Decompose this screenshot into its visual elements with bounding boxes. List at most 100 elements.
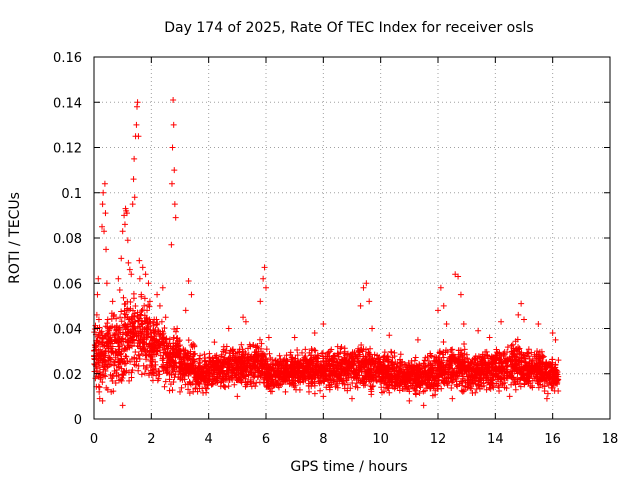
data-point <box>141 332 148 339</box>
x-tick-label: 4 <box>205 432 213 447</box>
data-point <box>135 133 142 140</box>
data-point <box>400 370 407 377</box>
data-point <box>123 324 130 331</box>
data-point <box>121 314 128 321</box>
data-point <box>471 361 478 368</box>
data-point <box>518 300 525 307</box>
data-point <box>103 384 110 391</box>
data-point <box>469 356 476 363</box>
data-point <box>493 349 500 356</box>
data-point <box>515 311 522 318</box>
x-tick-label: 6 <box>262 432 270 447</box>
data-point <box>231 381 238 388</box>
data-point <box>228 369 235 376</box>
data-point <box>154 320 161 327</box>
data-point <box>105 329 112 336</box>
data-point <box>408 358 415 365</box>
data-point <box>392 378 399 385</box>
data-point <box>177 364 184 371</box>
data-point <box>266 369 273 376</box>
data-point <box>356 351 363 358</box>
data-point <box>156 336 163 343</box>
data-point <box>388 348 395 355</box>
data-point <box>129 333 136 340</box>
data-point <box>312 362 319 369</box>
data-point <box>439 377 446 384</box>
data-point <box>139 350 146 357</box>
data-point <box>339 378 346 385</box>
data-point <box>397 351 404 358</box>
data-point <box>257 298 264 305</box>
data-point <box>205 369 212 376</box>
data-point <box>165 355 172 362</box>
data-point <box>522 354 529 361</box>
data-point <box>118 308 125 315</box>
data-point <box>327 371 334 378</box>
data-point <box>549 356 556 363</box>
data-point <box>540 353 547 360</box>
data-point <box>479 356 486 363</box>
data-point <box>536 349 543 356</box>
data-point <box>474 381 481 388</box>
data-point <box>371 351 378 358</box>
data-point <box>474 368 481 375</box>
data-point <box>225 370 232 377</box>
data-point <box>265 381 272 388</box>
data-point <box>450 372 457 379</box>
data-point <box>177 353 184 360</box>
data-point <box>521 316 527 323</box>
data-point <box>109 298 116 305</box>
data-point <box>292 382 299 389</box>
data-point <box>103 246 110 253</box>
data-point <box>312 347 319 354</box>
data-point <box>215 369 222 376</box>
data-point <box>145 280 152 287</box>
data-point <box>307 372 314 379</box>
data-point <box>111 311 118 318</box>
data-point <box>116 343 123 350</box>
data-point <box>498 375 505 382</box>
data-point <box>182 381 189 388</box>
data-point <box>261 264 268 271</box>
y-tick-label: 0.04 <box>53 323 82 338</box>
data-point <box>437 284 444 291</box>
data-point <box>446 363 453 370</box>
data-point <box>239 354 246 361</box>
data-point <box>170 350 177 357</box>
data-point <box>525 353 532 360</box>
data-point <box>127 299 134 306</box>
data-point <box>282 378 289 385</box>
data-point <box>177 348 183 355</box>
data-point <box>144 326 151 333</box>
data-point <box>91 326 98 333</box>
data-point <box>95 316 102 323</box>
data-point <box>363 280 370 287</box>
data-point <box>416 390 423 397</box>
data-point <box>472 374 479 381</box>
data-point <box>171 201 178 208</box>
data-point <box>99 379 106 386</box>
data-point <box>539 354 546 361</box>
data-point <box>159 357 166 364</box>
data-point <box>115 363 122 370</box>
data-point <box>106 361 113 368</box>
data-point <box>518 349 525 356</box>
x-tick-label: 16 <box>544 432 561 447</box>
data-point <box>138 321 145 328</box>
data-point <box>125 369 132 376</box>
data-point <box>97 369 104 376</box>
data-point <box>128 355 135 362</box>
data-point <box>365 349 372 356</box>
data-point <box>282 388 289 395</box>
data-point <box>480 353 487 360</box>
data-point <box>341 350 348 357</box>
data-point <box>457 291 464 298</box>
data-point <box>504 363 511 370</box>
data-point <box>105 348 112 355</box>
data-point <box>311 390 318 397</box>
data-point <box>119 402 126 409</box>
data-point <box>468 369 475 376</box>
data-point <box>525 346 532 353</box>
data-point <box>331 376 338 383</box>
data-point <box>284 358 291 365</box>
